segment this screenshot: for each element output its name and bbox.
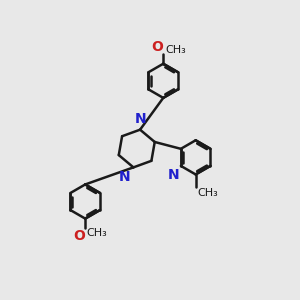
Text: CH₃: CH₃ — [166, 46, 186, 56]
Text: CH₃: CH₃ — [87, 228, 107, 238]
Text: N: N — [118, 170, 130, 184]
Text: O: O — [73, 229, 85, 243]
Text: O: O — [151, 40, 163, 54]
Text: N: N — [168, 168, 179, 182]
Text: N: N — [134, 112, 146, 126]
Text: CH₃: CH₃ — [197, 188, 218, 198]
